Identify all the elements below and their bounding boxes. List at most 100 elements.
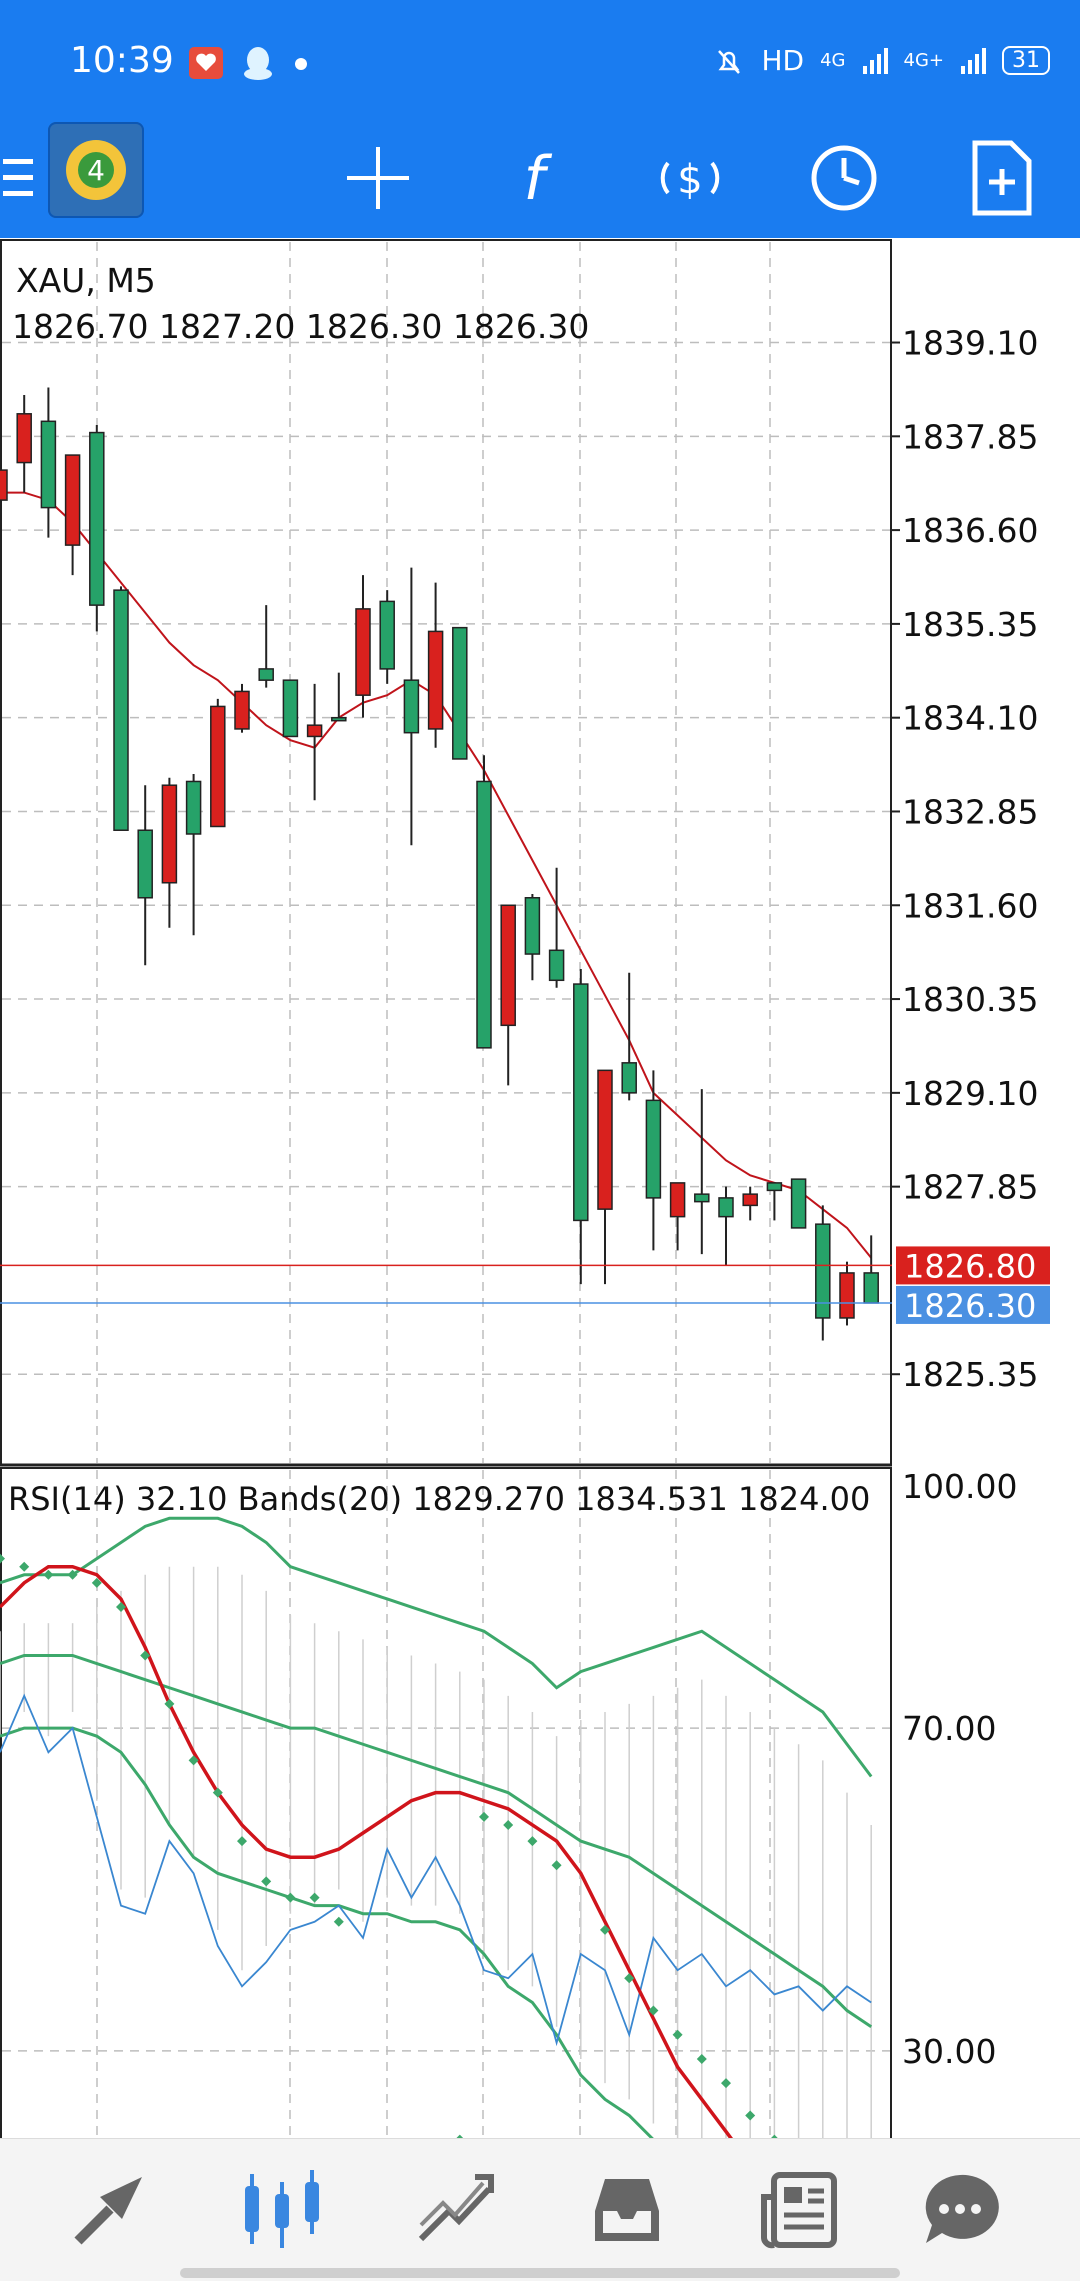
chart-icon	[245, 2170, 319, 2248]
candle-body	[548, 949, 565, 982]
clock-icon[interactable]	[804, 138, 884, 218]
indicator-dot	[188, 1755, 199, 1766]
signal-bars-icon-2	[961, 47, 986, 74]
candle-body	[790, 1178, 807, 1229]
history-icon	[595, 2179, 659, 2241]
svg-text:f: f	[523, 144, 552, 213]
trade-nav-icon	[418, 2174, 494, 2242]
candle-body	[403, 679, 420, 734]
price-tick-label: 1832.85	[902, 792, 1038, 831]
candle-body	[766, 1182, 783, 1192]
function-icon[interactable]: f	[494, 138, 574, 218]
ask-price-badge	[896, 1285, 1050, 1324]
indicator-dot	[261, 1876, 272, 1887]
menu-icon[interactable]	[0, 146, 40, 210]
indicator-dot	[43, 1569, 54, 1580]
dot-indicator-icon	[295, 58, 307, 70]
status-bar: 10:39 HD 4G 4G+ 31	[0, 0, 1080, 118]
indicator-dot	[721, 2078, 731, 2089]
indicator-dot	[19, 1561, 30, 1572]
bands-upper-line	[0, 1516, 873, 1778]
qq-icon	[244, 47, 272, 80]
home-indicator[interactable]	[180, 2268, 900, 2278]
chart-area[interactable]: 1826.80 1826.30 1839.10 1837.85 1836.60 1835…	[0, 238, 1080, 2281]
candle-body	[234, 690, 250, 730]
axes: 1839.10 1837.85 1836.60 1835.35 1834.10 1832.…	[891, 324, 1038, 2281]
rsi-signal-line	[0, 1564, 872, 2214]
price-tick-label: 1834.10	[902, 699, 1038, 738]
candle-body	[40, 420, 57, 509]
candle-body	[282, 679, 299, 738]
candle-body	[379, 600, 395, 670]
candle-body	[863, 1272, 879, 1304]
candle-body	[0, 469, 8, 501]
indicator-label: RSI(14) 32.10 Bands(20) 1829.270 1834.53…	[8, 1480, 870, 1518]
indicator-dot	[624, 1973, 635, 1984]
network-label: HD	[761, 44, 805, 77]
symbol-label: XAU, M5	[16, 261, 156, 300]
crosshair-icon[interactable]	[338, 138, 418, 218]
svg-text:4: 4	[87, 154, 105, 187]
price-panel-frame	[0, 239, 892, 1466]
indicator-dot	[91, 1577, 102, 1588]
candle-body	[742, 1193, 758, 1207]
candle-body	[137, 829, 153, 899]
candle-body	[597, 1069, 613, 1210]
mute-bell-icon	[718, 49, 741, 74]
indicator-dot	[67, 1569, 78, 1580]
candle-body	[16, 413, 32, 464]
candle-body	[718, 1197, 734, 1218]
candle-body	[89, 431, 105, 606]
news-icon	[761, 2172, 837, 2249]
messages-icon	[925, 2174, 999, 2243]
bid-price-badge	[896, 1246, 1050, 1285]
nav-history[interactable]	[572, 2159, 682, 2259]
indicator-dot	[0, 1553, 5, 1564]
ask-price-label: 1826.30	[904, 1287, 1036, 1325]
candle-body	[694, 1193, 710, 1203]
price-tick-label: 1831.60	[902, 886, 1038, 925]
nav-chart[interactable]	[227, 2159, 337, 2259]
signal-label-1: 4G	[820, 50, 846, 71]
price-tick-label: 1827.85	[902, 1168, 1038, 1207]
indicator-dot	[479, 1811, 489, 1822]
status-right: HD 4G 4G+ 31	[713, 44, 1050, 77]
signal-label-2: 4G+	[903, 50, 944, 71]
nav-trade[interactable]	[400, 2159, 510, 2259]
mt4-logo[interactable]: 4	[48, 122, 144, 218]
nav-messages[interactable]	[905, 2159, 1015, 2259]
price-tick-label: 1836.60	[902, 511, 1038, 550]
candle-body	[452, 626, 468, 760]
candle-body	[64, 454, 81, 546]
candle-body	[839, 1272, 855, 1319]
price-tick-label: 1825.35	[902, 1355, 1038, 1394]
nav-quotes[interactable]	[55, 2159, 165, 2259]
candle-body	[645, 1099, 662, 1199]
candle-body	[161, 784, 178, 884]
candle-body	[210, 705, 226, 828]
candle-body	[573, 983, 589, 1222]
rsi-line	[0, 1693, 872, 2047]
signal-bars-icon-1	[862, 47, 888, 74]
candle-body	[306, 724, 323, 738]
status-time: 10:39	[70, 40, 174, 81]
indicator-dot	[648, 2005, 659, 2016]
app-notification-icon	[189, 47, 223, 79]
price-tick-label: 1830.35	[902, 980, 1038, 1019]
indicator-dot	[600, 1924, 610, 1935]
trade-icon[interactable]: $	[648, 138, 732, 218]
indicator-dot	[503, 1819, 514, 1830]
indicator-dot	[309, 1892, 320, 1903]
indicator-dot	[672, 2029, 683, 2040]
price-tick-label: 1829.10	[902, 1074, 1038, 1113]
candle-body	[355, 608, 371, 696]
indicator-tick-label: 30.00	[902, 2032, 996, 2071]
indicator-dot	[333, 1916, 344, 1927]
ohlc-label: 1826.70 1827.20 1826.30 1826.30	[12, 307, 589, 346]
candle-body	[669, 1182, 686, 1218]
indicator-panel-frame	[0, 1467, 892, 2281]
nav-news[interactable]	[745, 2159, 855, 2259]
new-document-icon[interactable]	[962, 136, 1042, 220]
